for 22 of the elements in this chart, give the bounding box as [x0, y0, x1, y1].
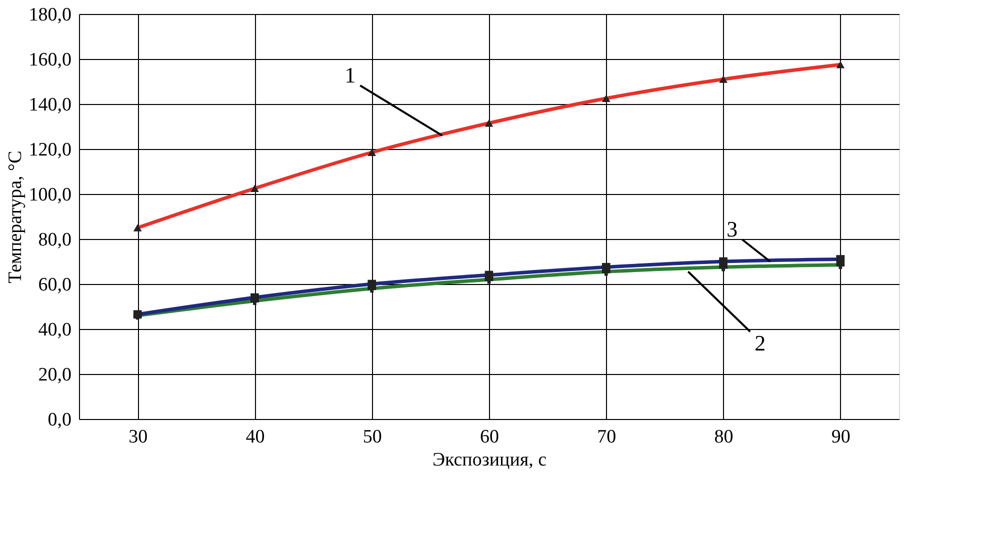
- x-tick-label: 90: [831, 426, 850, 448]
- y-tick-label: 20,0: [38, 364, 72, 386]
- y-tick-label: 40,0: [38, 320, 72, 340]
- x-axis-title: Экспозиция, с: [432, 450, 547, 470]
- y-tick-label: 100,0: [28, 184, 72, 206]
- annotation: 1: [344, 62, 356, 88]
- x-tick-label: 80: [714, 426, 734, 448]
- y-tick-label: 120,0: [28, 140, 72, 160]
- x-tick-label: 50: [362, 426, 382, 448]
- x-tick-label: 70: [597, 426, 616, 448]
- y-tick-label: 140,0: [28, 94, 72, 116]
- x-tick-label: 40: [246, 426, 265, 448]
- y-tick-label: 80,0: [38, 230, 72, 250]
- y-tick-label: 160,0: [28, 50, 72, 70]
- y-tick-label: 60,0: [38, 274, 72, 296]
- y-tick-label: 180,0: [28, 4, 72, 26]
- x-tick-label: 60: [480, 426, 499, 448]
- annotation: 2: [754, 330, 766, 356]
- x-tick-label: 30: [128, 426, 148, 448]
- y-axis-title: Температура, °С: [4, 150, 26, 284]
- annotation: 3: [726, 216, 738, 242]
- y-tick-label: 0,0: [48, 410, 72, 430]
